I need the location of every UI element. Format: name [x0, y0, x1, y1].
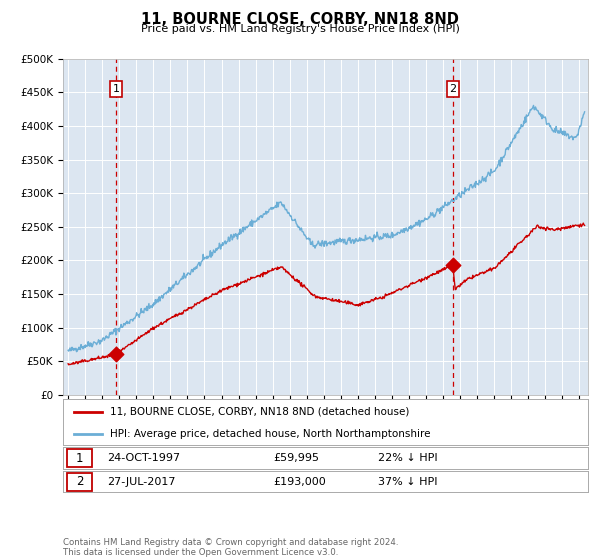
- Text: 2: 2: [76, 475, 83, 488]
- FancyBboxPatch shape: [67, 473, 92, 491]
- Text: £193,000: £193,000: [273, 477, 326, 487]
- Text: 1: 1: [113, 84, 119, 94]
- Text: 27-JUL-2017: 27-JUL-2017: [107, 477, 176, 487]
- Text: 37% ↓ HPI: 37% ↓ HPI: [378, 477, 437, 487]
- FancyBboxPatch shape: [67, 449, 92, 467]
- Text: 24-OCT-1997: 24-OCT-1997: [107, 453, 181, 463]
- Text: HPI: Average price, detached house, North Northamptonshire: HPI: Average price, detached house, Nort…: [110, 429, 431, 438]
- Point: [112, 350, 121, 359]
- Text: 2: 2: [449, 84, 457, 94]
- Text: 11, BOURNE CLOSE, CORBY, NN18 8ND (detached house): 11, BOURNE CLOSE, CORBY, NN18 8ND (detac…: [110, 407, 410, 417]
- Point: [448, 260, 458, 269]
- Text: 22% ↓ HPI: 22% ↓ HPI: [378, 453, 437, 463]
- Text: 11, BOURNE CLOSE, CORBY, NN18 8ND: 11, BOURNE CLOSE, CORBY, NN18 8ND: [141, 12, 459, 27]
- Text: £59,995: £59,995: [273, 453, 319, 463]
- Text: 1: 1: [76, 451, 83, 465]
- Text: Price paid vs. HM Land Registry's House Price Index (HPI): Price paid vs. HM Land Registry's House …: [140, 24, 460, 34]
- Text: Contains HM Land Registry data © Crown copyright and database right 2024.
This d: Contains HM Land Registry data © Crown c…: [63, 538, 398, 557]
